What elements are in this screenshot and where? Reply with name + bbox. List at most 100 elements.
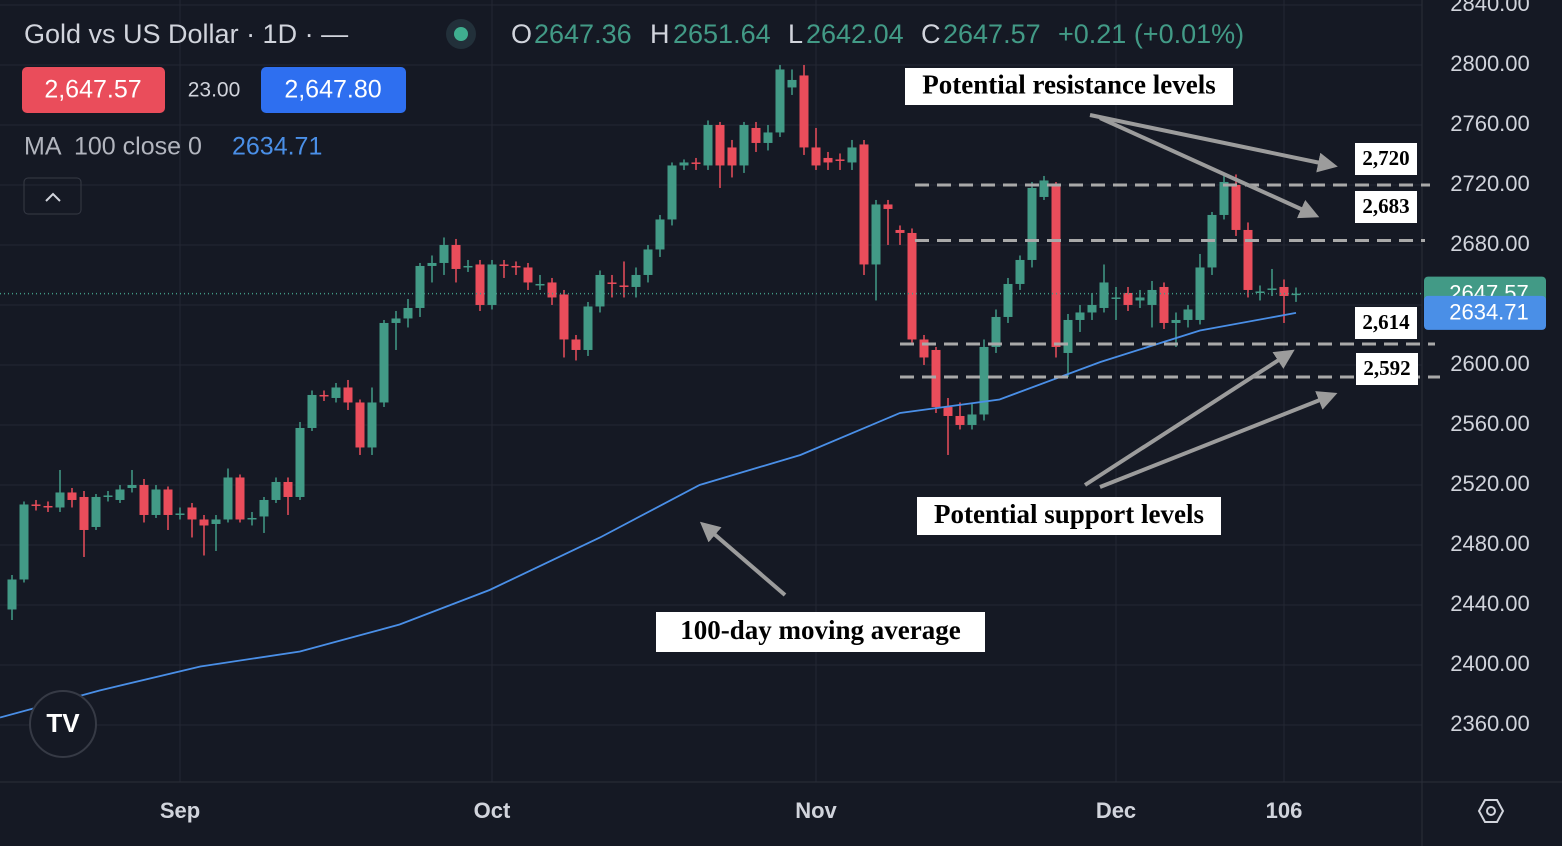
settings-dot[interactable]	[1486, 806, 1496, 816]
candle-body	[475, 264, 485, 305]
candle-body	[799, 75, 809, 148]
candle-body	[151, 489, 161, 515]
candle-body	[763, 132, 773, 143]
candle-body	[199, 519, 209, 526]
candle-body	[511, 265, 521, 268]
candle-body	[931, 349, 941, 407]
settings-icon[interactable]	[1477, 799, 1505, 823]
candle-body	[211, 519, 221, 524]
logo-mark[interactable]: TV	[46, 708, 80, 738]
candle-body	[343, 387, 353, 403]
candle-body	[1231, 184, 1241, 230]
candle-body	[331, 387, 341, 398]
candle-body	[79, 496, 89, 530]
candle-body	[775, 69, 785, 133]
candle-body	[55, 492, 65, 508]
candle-body	[883, 204, 893, 209]
candle-body	[1135, 297, 1145, 301]
ma-params: 100 close 0	[74, 133, 202, 161]
y-tick-label: 2440.00	[1450, 591, 1530, 616]
collapse-button[interactable]	[23, 177, 82, 215]
y-tick-label: 2520.00	[1450, 471, 1530, 496]
candle-body	[235, 477, 245, 520]
candle-body	[403, 307, 413, 319]
candle-body	[499, 264, 509, 266]
candle-body	[979, 346, 989, 415]
y-tick-label: 2360.00	[1450, 711, 1530, 736]
candle-body	[643, 249, 653, 275]
y-tick-label: 2480.00	[1450, 531, 1530, 556]
status-dot	[454, 27, 468, 41]
sell-button[interactable]	[22, 67, 165, 113]
settings-hex[interactable]	[1477, 799, 1505, 823]
candle-body	[835, 159, 845, 161]
y-tick-label: 2400.00	[1450, 651, 1530, 676]
y-tick-label: 2600.00	[1450, 351, 1530, 376]
candle-body	[103, 495, 113, 497]
candle-body	[667, 165, 677, 220]
candle-body	[679, 162, 689, 166]
candle-body	[703, 124, 713, 166]
ohlc-value: 2647.36	[534, 19, 632, 49]
arrow	[1099, 116, 1320, 219]
candle-body	[547, 282, 557, 298]
candle-body	[127, 484, 137, 488]
candle-body	[187, 507, 197, 520]
logo[interactable]	[29, 690, 97, 758]
candle-body	[715, 124, 725, 166]
ohlc-value: 2642.04	[806, 19, 904, 49]
ma-line	[0, 312, 1297, 719]
candle-body	[91, 496, 101, 527]
change: +0.21 (+0.01%)	[1058, 19, 1244, 49]
candle-body	[391, 318, 401, 323]
collapse-icon[interactable]	[45, 192, 61, 202]
candle-body	[1003, 283, 1013, 317]
candle-body	[1147, 289, 1157, 305]
candle-body	[871, 204, 881, 265]
y-tick-label: 2680.00	[1450, 231, 1530, 256]
spread: 23.00	[188, 79, 241, 102]
candle-body	[367, 402, 377, 448]
candle-body	[175, 513, 185, 515]
ma-label: MA	[24, 133, 62, 161]
candle-body	[1111, 297, 1121, 299]
candle-body	[163, 489, 173, 515]
level-box	[1355, 191, 1417, 223]
candle-body	[523, 267, 533, 283]
x-tick-label: Dec	[1096, 798, 1136, 823]
candle-body	[619, 285, 629, 287]
annotation-box	[917, 497, 1221, 535]
annotation-box	[905, 68, 1233, 105]
annotation: Potential support levels	[934, 499, 1204, 529]
candle-body	[1267, 288, 1277, 290]
candle-body	[787, 79, 797, 88]
candle-body	[67, 492, 77, 500]
buy-button[interactable]	[261, 67, 406, 113]
x-tick-label: Oct	[474, 798, 511, 823]
candle-body	[283, 481, 293, 497]
ohlc-value: 2647.57	[943, 19, 1041, 49]
candle-body	[1219, 181, 1229, 215]
sell-price[interactable]: 2,647.57	[44, 76, 141, 104]
candle-body	[1099, 282, 1109, 308]
arrow	[1083, 349, 1295, 487]
candle-body	[655, 219, 665, 250]
level-box	[1356, 353, 1418, 385]
candle-body	[451, 244, 461, 269]
candle-body	[427, 262, 437, 266]
candle-body	[43, 505, 53, 508]
candle-body	[1027, 187, 1037, 260]
annotation-box	[656, 612, 985, 652]
ma-tag-label: 2634.71	[1449, 300, 1529, 325]
candle-body	[811, 147, 821, 166]
candle-body	[115, 489, 125, 500]
buy-price[interactable]: 2,647.80	[284, 76, 381, 104]
candle-body	[1243, 229, 1253, 290]
x-tick-label: 106	[1266, 798, 1303, 823]
candle-body	[1183, 309, 1193, 320]
candle-body	[751, 127, 761, 143]
candle-body	[379, 322, 389, 403]
candle-body	[1063, 319, 1073, 353]
candle-body	[1075, 312, 1085, 320]
